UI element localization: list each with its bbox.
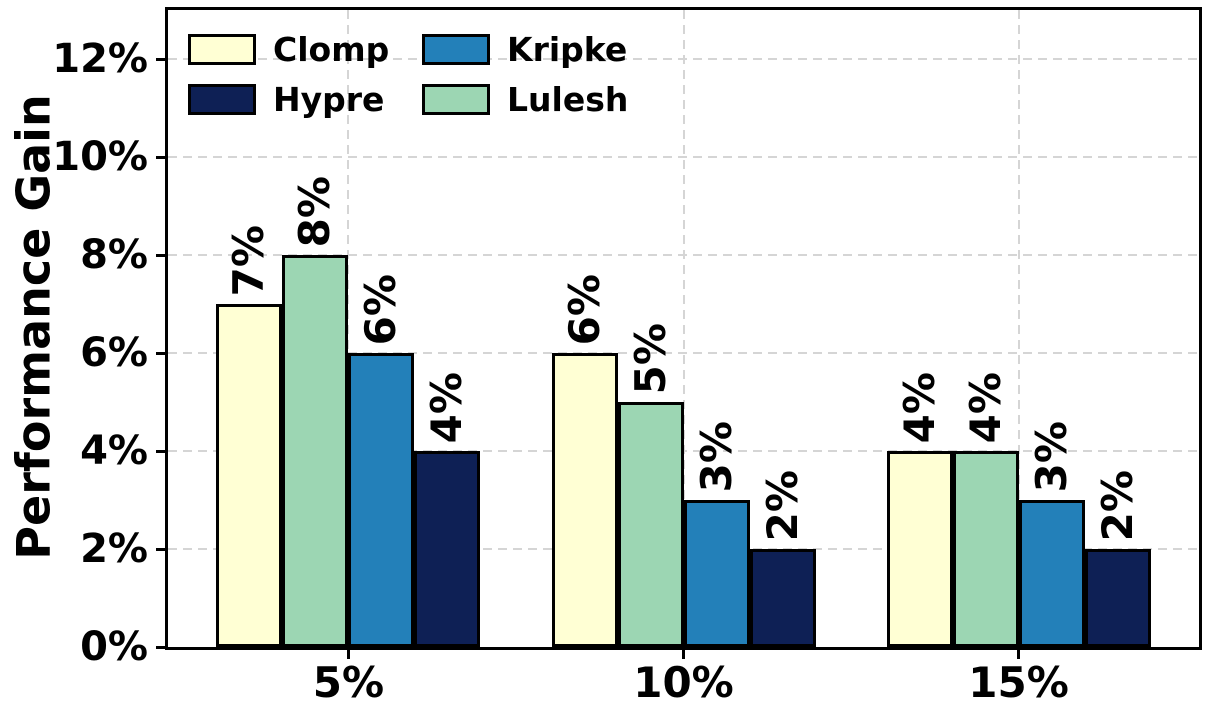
legend-swatch [188, 33, 256, 65]
bar [749, 549, 816, 647]
y-tick-mark [156, 155, 165, 159]
y-tick-label: 0% [80, 624, 148, 670]
bar-value-label: 4% [960, 371, 1010, 443]
bar-value-label: 4% [422, 371, 472, 443]
bar [282, 255, 349, 647]
legend: Clomp Kripke Hypre Lulesh [188, 26, 628, 122]
bar-value-label: 7% [224, 224, 274, 296]
y-tick-label: 8% [80, 232, 148, 278]
gridline-vertical [1017, 10, 1020, 647]
legend-swatch [422, 33, 490, 65]
bar [414, 451, 481, 647]
y-tick-label: 6% [80, 330, 148, 376]
bar-value-label: 2% [1092, 469, 1142, 541]
legend-label: Kripke [507, 29, 628, 69]
legend-swatch [422, 83, 490, 115]
bar [348, 353, 415, 647]
legend-item: Lulesh [422, 76, 628, 122]
y-tick-mark [156, 351, 165, 355]
y-tick-mark [156, 449, 165, 453]
x-tick-label: 15% [968, 658, 1069, 707]
bar-value-label: 3% [691, 420, 741, 492]
bar [551, 353, 618, 647]
bar-value-label: 6% [559, 273, 609, 345]
plot-area: Clomp Kripke Hypre Lulesh 7% 8% 6% 4% 6% 5% 3% 2% 4… [165, 7, 1202, 650]
y-tick-label: 2% [80, 526, 148, 572]
bar [1018, 500, 1085, 647]
x-tick-label: 10% [633, 658, 734, 707]
x-tick-mark [1017, 650, 1021, 659]
legend-item: Hypre [188, 76, 422, 122]
bar-value-label: 5% [625, 322, 675, 394]
bar [952, 451, 1019, 647]
gridline-vertical [682, 10, 685, 647]
x-tick-mark [346, 650, 350, 659]
bar [683, 500, 750, 647]
bar [216, 304, 283, 647]
bar [617, 402, 684, 647]
y-tick-label: 4% [80, 428, 148, 474]
x-tick-label: 5% [312, 658, 385, 707]
legend-item: Clomp [188, 26, 422, 72]
bar-value-label: 2% [757, 469, 807, 541]
legend-label: Clomp [273, 29, 390, 69]
bar-value-label: 4% [894, 371, 944, 443]
y-tick-label: 10% [52, 134, 148, 180]
bar-value-label: 8% [290, 175, 340, 247]
x-tick-mark [682, 650, 685, 659]
legend-label: Hypre [273, 79, 385, 119]
legend-item: Kripke [422, 26, 628, 72]
y-tick-mark [156, 253, 165, 257]
bar [886, 451, 953, 647]
legend-swatch [188, 83, 256, 115]
y-tick-mark [156, 645, 165, 649]
bar [1084, 549, 1151, 647]
bar-value-label: 6% [356, 273, 406, 345]
gridline-vertical [347, 10, 350, 647]
bar-value-label: 3% [1026, 420, 1076, 492]
y-tick-mark [156, 547, 165, 551]
y-tick-label: 12% [52, 36, 148, 82]
legend-label: Lulesh [507, 79, 629, 119]
y-tick-mark [156, 57, 165, 61]
